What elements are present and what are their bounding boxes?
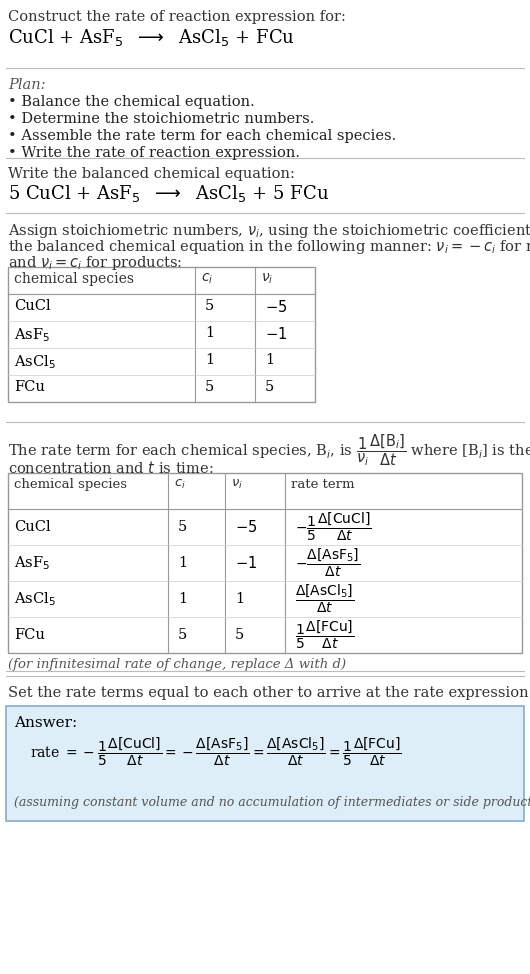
Text: AsCl$_5$: AsCl$_5$: [14, 590, 56, 608]
Text: $\dfrac{1}{5}\dfrac{\Delta[\mathrm{FCu}]}{\Delta t}$: $\dfrac{1}{5}\dfrac{\Delta[\mathrm{FCu}]…: [295, 618, 355, 652]
Text: $-1$: $-1$: [265, 326, 287, 342]
Text: $\nu_i$: $\nu_i$: [261, 272, 273, 286]
Text: and $\nu_i = c_i$ for products:: and $\nu_i = c_i$ for products:: [8, 254, 182, 272]
Text: CuCl: CuCl: [14, 520, 51, 534]
Bar: [8, 267, 315, 402]
Text: 5: 5: [265, 380, 274, 394]
Text: $-5$: $-5$: [235, 519, 257, 535]
Text: Answer:: Answer:: [14, 716, 77, 730]
Text: 5 CuCl + AsF$_5$  $\longrightarrow$  AsCl$_5$ + 5 FCu: 5 CuCl + AsF$_5$ $\longrightarrow$ AsCl$…: [8, 183, 329, 204]
FancyBboxPatch shape: [6, 706, 524, 821]
Text: AsCl$_5$: AsCl$_5$: [14, 353, 56, 371]
Text: • Balance the chemical equation.: • Balance the chemical equation.: [8, 95, 255, 109]
Text: AsF$_5$: AsF$_5$: [14, 326, 50, 344]
Text: $c_i$: $c_i$: [201, 272, 213, 286]
Text: chemical species: chemical species: [14, 478, 127, 491]
Text: chemical species: chemical species: [14, 272, 134, 286]
Text: $-5$: $-5$: [265, 299, 287, 315]
Text: $c_i$: $c_i$: [174, 478, 186, 491]
Text: CuCl + AsF$_5$  $\longrightarrow$  AsCl$_5$ + FCu: CuCl + AsF$_5$ $\longrightarrow$ AsCl$_5…: [8, 27, 295, 48]
Text: FCu: FCu: [14, 380, 45, 394]
Text: 5: 5: [178, 520, 187, 534]
Text: $\nu_i$: $\nu_i$: [231, 478, 243, 491]
Text: 1: 1: [265, 353, 274, 367]
Text: Assign stoichiometric numbers, $\nu_i$, using the stoichiometric coefficients, $: Assign stoichiometric numbers, $\nu_i$, …: [8, 222, 530, 240]
Text: • Determine the stoichiometric numbers.: • Determine the stoichiometric numbers.: [8, 112, 314, 126]
Text: rate $= -\dfrac{1}{5}\dfrac{\Delta[\mathrm{CuCl}]}{\Delta t} = -\dfrac{\Delta[\m: rate $= -\dfrac{1}{5}\dfrac{\Delta[\math…: [30, 736, 402, 768]
Text: (assuming constant volume and no accumulation of intermediates or side products): (assuming constant volume and no accumul…: [14, 796, 530, 809]
Text: The rate term for each chemical species, B$_i$, is $\dfrac{1}{\nu_i}\dfrac{\Delt: The rate term for each chemical species,…: [8, 432, 530, 468]
Text: 5: 5: [205, 380, 214, 394]
Text: 5: 5: [205, 299, 214, 313]
Text: FCu: FCu: [14, 628, 45, 642]
Text: 1: 1: [205, 326, 214, 340]
Text: AsF$_5$: AsF$_5$: [14, 554, 50, 572]
Text: Plan:: Plan:: [8, 78, 46, 92]
Text: $-\dfrac{1}{5}\dfrac{\Delta[\mathrm{CuCl}]}{\Delta t}$: $-\dfrac{1}{5}\dfrac{\Delta[\mathrm{CuCl…: [295, 510, 372, 543]
Text: Construct the rate of reaction expression for:: Construct the rate of reaction expressio…: [8, 10, 346, 24]
Text: 1: 1: [205, 353, 214, 367]
Text: (for infinitesimal rate of change, replace Δ with d): (for infinitesimal rate of change, repla…: [8, 658, 346, 671]
Text: $-\dfrac{\Delta[\mathrm{AsF_5}]}{\Delta t}$: $-\dfrac{\Delta[\mathrm{AsF_5}]}{\Delta …: [295, 546, 360, 580]
Text: 1: 1: [178, 556, 187, 570]
Text: 1: 1: [235, 592, 244, 606]
Text: 5: 5: [235, 628, 244, 642]
Text: 1: 1: [178, 592, 187, 606]
Text: the balanced chemical equation in the following manner: $\nu_i = -c_i$ for react: the balanced chemical equation in the fo…: [8, 238, 530, 256]
Text: • Write the rate of reaction expression.: • Write the rate of reaction expression.: [8, 146, 300, 160]
Text: rate term: rate term: [291, 478, 355, 491]
Bar: [8, 473, 522, 653]
Text: CuCl: CuCl: [14, 299, 51, 313]
Text: $-1$: $-1$: [235, 555, 257, 571]
Text: $\dfrac{\Delta[\mathrm{AsCl_5}]}{\Delta t}$: $\dfrac{\Delta[\mathrm{AsCl_5}]}{\Delta …: [295, 582, 354, 616]
Text: 5: 5: [178, 628, 187, 642]
Text: Set the rate terms equal to each other to arrive at the rate expression:: Set the rate terms equal to each other t…: [8, 686, 530, 700]
Text: • Assemble the rate term for each chemical species.: • Assemble the rate term for each chemic…: [8, 129, 396, 143]
Text: concentration and $t$ is time:: concentration and $t$ is time:: [8, 460, 214, 476]
Text: Write the balanced chemical equation:: Write the balanced chemical equation:: [8, 167, 295, 181]
